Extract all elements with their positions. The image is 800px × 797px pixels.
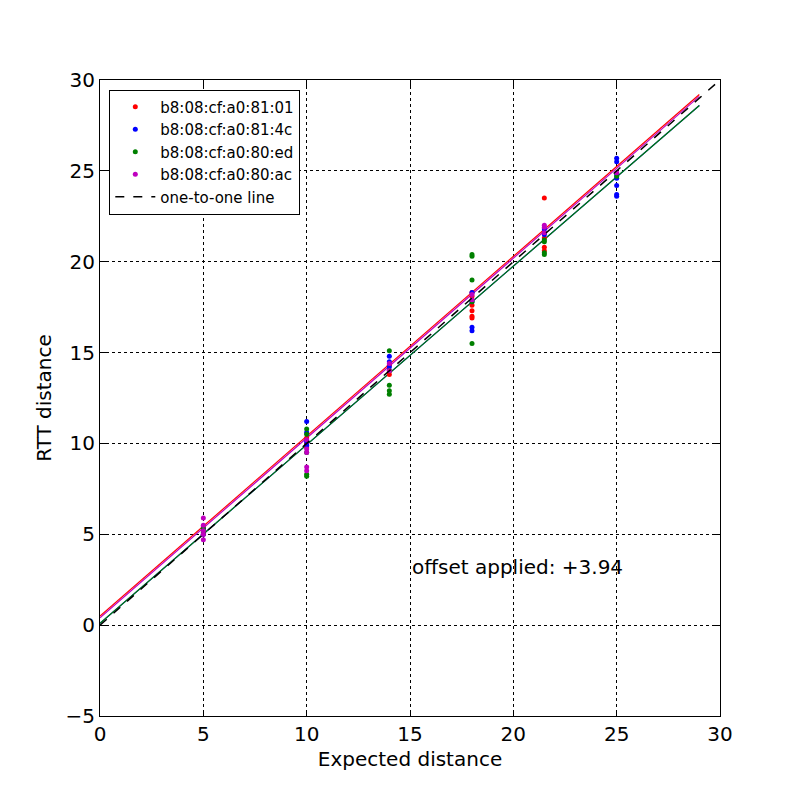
- svg-text:b8:08:cf:a0:81:01: b8:08:cf:a0:81:01: [160, 99, 293, 117]
- svg-text:0: 0: [94, 722, 107, 746]
- svg-text:0: 0: [82, 613, 95, 637]
- svg-text:b8:08:cf:a0:80:ed: b8:08:cf:a0:80:ed: [160, 144, 293, 162]
- svg-text:offset applied: +3.94: offset applied: +3.94: [412, 555, 623, 579]
- svg-text:30: 30: [707, 722, 732, 746]
- svg-text:25: 25: [604, 722, 629, 746]
- svg-text:30: 30: [70, 68, 95, 92]
- svg-text:one-to-one line: one-to-one line: [160, 189, 274, 207]
- svg-text:20: 20: [70, 250, 95, 274]
- svg-text:20: 20: [501, 722, 526, 746]
- svg-text:15: 15: [70, 341, 95, 365]
- svg-text:RTT distance: RTT distance: [32, 334, 56, 462]
- svg-text:10: 10: [70, 431, 95, 455]
- svg-text:10: 10: [294, 722, 319, 746]
- svg-text:Expected distance: Expected distance: [318, 747, 502, 771]
- svg-text:−5: −5: [66, 704, 95, 728]
- svg-text:15: 15: [397, 722, 422, 746]
- svg-text:25: 25: [70, 159, 95, 183]
- svg-text:b8:08:cf:a0:81:4c: b8:08:cf:a0:81:4c: [160, 121, 292, 139]
- svg-text:5: 5: [82, 522, 95, 546]
- svg-text:5: 5: [197, 722, 210, 746]
- svg-text:b8:08:cf:a0:80:ac: b8:08:cf:a0:80:ac: [160, 166, 292, 184]
